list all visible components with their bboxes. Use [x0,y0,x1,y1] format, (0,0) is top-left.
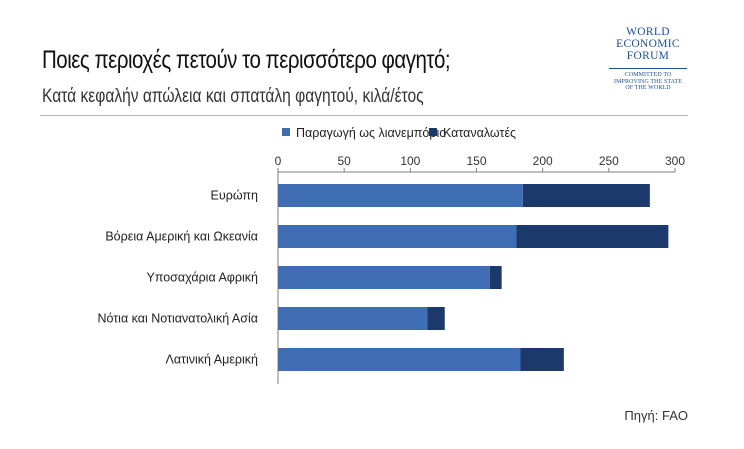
chart-title: Ποιες περιοχές πετούν το περισσότερο φαγ… [42,46,451,74]
x-tick-label: 50 [337,154,351,168]
logo-tagline-3: OF THE WORLD [625,85,671,91]
x-tick-label: 200 [533,154,553,168]
bar-segment-consumers [427,307,445,330]
logo-line-2: ECONOMIC [616,38,680,50]
chart-subtitle: Κατά κεφαλήν απώλεια και σπατάλη φαγητού… [42,86,424,107]
category-label: Βόρεια Αμερική και Ωκεανία [105,230,258,244]
bar-segment-production [278,307,428,330]
bar-segment-consumers [522,184,650,207]
legend-label-1: Παραγωγή ως λιανεμπόριο [296,126,446,140]
bar-segment-production [278,348,521,371]
x-tick-label: 250 [599,154,619,168]
x-tick-label: 150 [466,154,486,168]
x-tick-label: 300 [665,154,685,168]
category-label: Ευρώπη [211,189,258,203]
source-note: Πηγή: FAO [624,408,688,423]
x-tick-label: 100 [400,154,420,168]
wef-logo: WORLD ECONOMIC FORUM COMMITTED TO IMPROV… [598,26,698,92]
logo-tagline-2: IMPROVING THE STATE [614,78,682,85]
legend-swatch-2 [429,128,437,136]
bar-segment-production [278,225,517,248]
x-tick-label: 0 [275,154,282,168]
logo-line-1: WORLD [626,26,670,38]
logo-divider [609,68,687,69]
legend-label-2: Καταναλωτές [443,126,516,140]
category-label: Λατινική Αμερική [165,353,258,367]
bar-segment-production [278,184,523,207]
bar-segment-production [278,266,490,289]
bar-segment-consumers [489,266,502,289]
logo-tagline-1: COMMITTED TO [624,72,672,78]
logo-line-3: FORUM [626,50,670,62]
bar-segment-consumers [516,225,669,248]
category-label: Νότια και Νοτιανατολική Ασία [97,312,258,326]
header-divider [40,115,688,116]
category-label: Υποσαχάρια Αφρική [146,271,258,285]
bar-segment-consumers [520,348,564,371]
legend-swatch-1 [282,128,290,136]
